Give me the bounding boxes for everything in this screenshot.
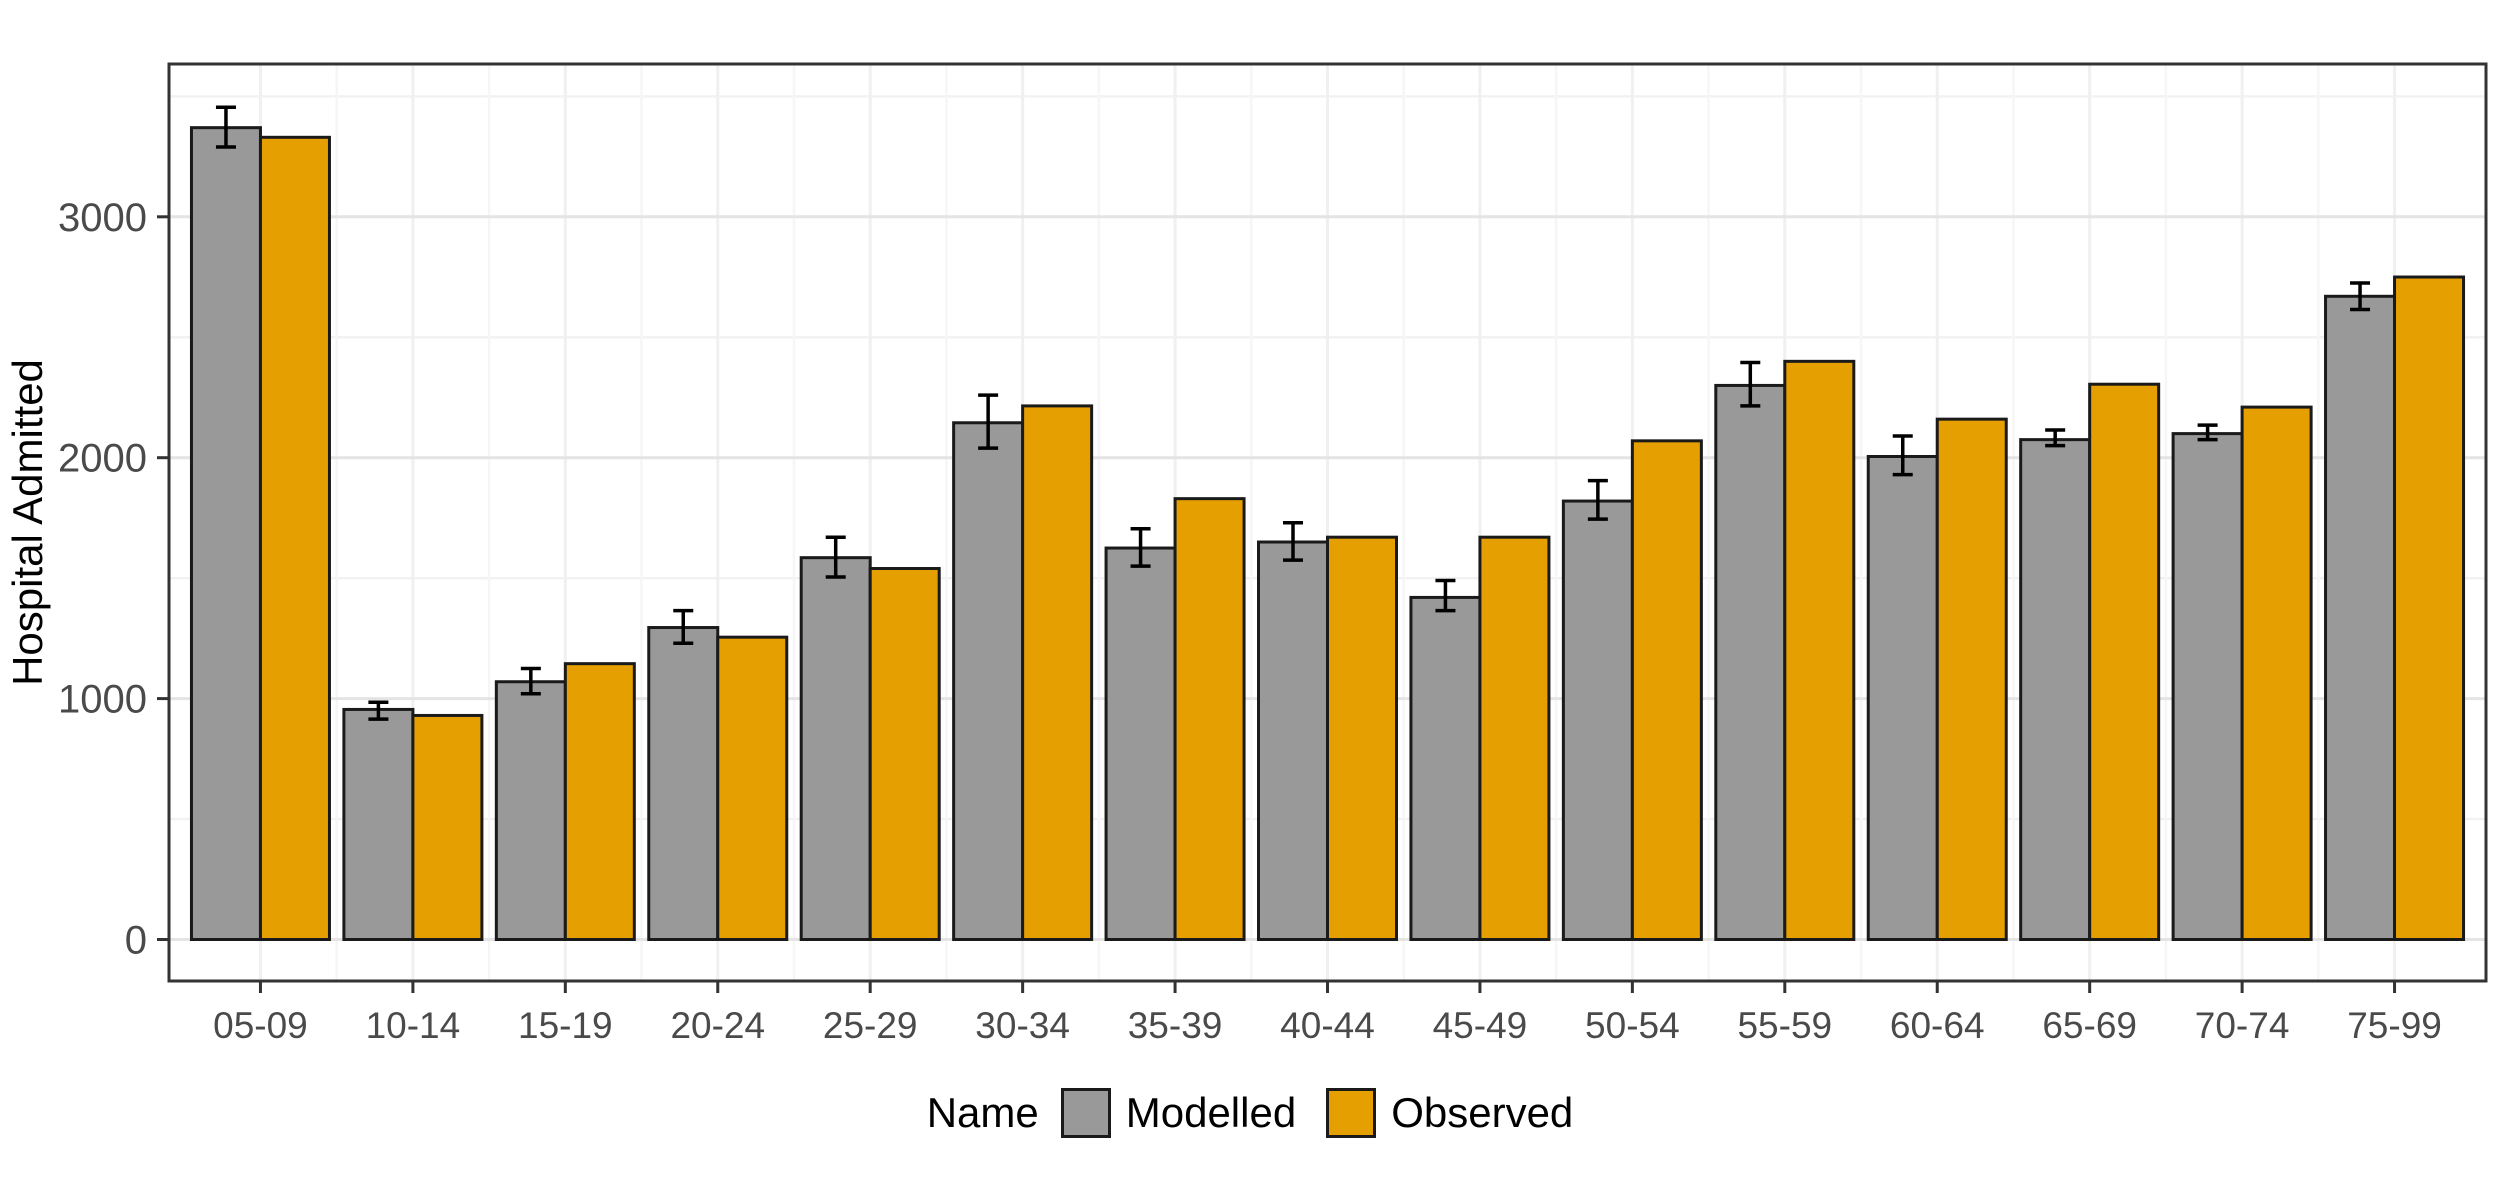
bar-observed-45-49 (1478, 535, 1551, 942)
x-tick-label: 30-34 (975, 1005, 1070, 1046)
x-tick-label: 20-24 (670, 1005, 765, 1046)
bar-observed-50-54 (1630, 439, 1703, 941)
bar-observed-65-69 (2088, 382, 2161, 941)
bar-modelled-75-99 (2324, 294, 2397, 941)
legend-item-observed: Observed (1326, 1088, 1573, 1138)
bar-modelled-25-29 (799, 556, 872, 942)
legend-swatch-modelled (1060, 1088, 1111, 1138)
bar-modelled-70-74 (2171, 432, 2244, 941)
x-tick-label: 25-29 (823, 1005, 918, 1046)
grouped-bar-chart-canvas: 0 1000 2000 3000 05-09 10-14 15-19 20-24 25-29 30… (4, 62, 2488, 1046)
x-tick-label: 60-64 (1890, 1005, 1985, 1046)
bar-modelled-15-19 (494, 680, 567, 941)
x-tick-label: 65-69 (2042, 1005, 2137, 1046)
bar-modelled-60-64 (1866, 454, 1939, 941)
legend-label-observed: Observed (1391, 1089, 1574, 1136)
bar-modelled-40-44 (1257, 540, 1329, 941)
bar-modelled-50-54 (1561, 499, 1634, 941)
x-tick-label: 45-49 (1433, 1005, 1528, 1046)
y-tick-label: 2000 (58, 437, 147, 481)
bar-modelled-55-59 (1714, 383, 1787, 941)
x-tick-label: 05-09 (213, 1005, 308, 1046)
bar-modelled-30-34 (952, 421, 1025, 942)
y-tick-label: 3000 (58, 196, 147, 240)
legend-swatch-observed (1326, 1088, 1377, 1138)
bar-modelled-45-49 (1409, 595, 1482, 941)
legend-title: Name (926, 1089, 1039, 1136)
y-tick-label: 0 (125, 919, 147, 963)
bar-observed-60-64 (1935, 417, 2008, 941)
bar-modelled-65-69 (2019, 438, 2092, 941)
bar-observed-55-59 (1783, 359, 1856, 941)
x-tick-label: 70-74 (2195, 1005, 2290, 1046)
x-tick-label: 75-99 (2347, 1005, 2442, 1046)
bar-modelled-10-14 (342, 707, 415, 941)
bar-observed-35-39 (1173, 497, 1246, 941)
x-tick-label: 35-39 (1128, 1005, 1223, 1046)
bar-observed-30-34 (1021, 404, 1094, 941)
bar-observed-40-44 (1326, 535, 1398, 942)
bar-observed-70-74 (2240, 405, 2313, 941)
x-tick-label: 55-59 (1737, 1005, 1832, 1046)
x-tick-label: 50-54 (1585, 1005, 1680, 1046)
bar-observed-15-19 (563, 662, 636, 941)
x-tick-label: 15-19 (518, 1005, 613, 1046)
legend-item-modelled: Modelled (1060, 1088, 1297, 1138)
bar-observed-25-29 (868, 567, 941, 941)
legend: Name Modelled Observed (0, 1088, 2500, 1138)
bar-observed-10-14 (411, 713, 484, 942)
bar-modelled-35-39 (1104, 546, 1177, 941)
x-tick-label: 10-14 (366, 1005, 461, 1046)
bar-observed-05-09 (258, 135, 331, 942)
bar-observed-75-99 (2393, 275, 2466, 941)
y-axis-title: Hospital Admitted (4, 359, 51, 686)
bar-observed-20-24 (716, 635, 789, 941)
bar-modelled-20-24 (647, 626, 720, 941)
bar-modelled-05-09 (189, 126, 262, 942)
x-tick-label: 40-44 (1280, 1005, 1375, 1046)
y-tick-label: 1000 (58, 678, 147, 722)
legend-label-modelled: Modelled (1125, 1089, 1297, 1136)
